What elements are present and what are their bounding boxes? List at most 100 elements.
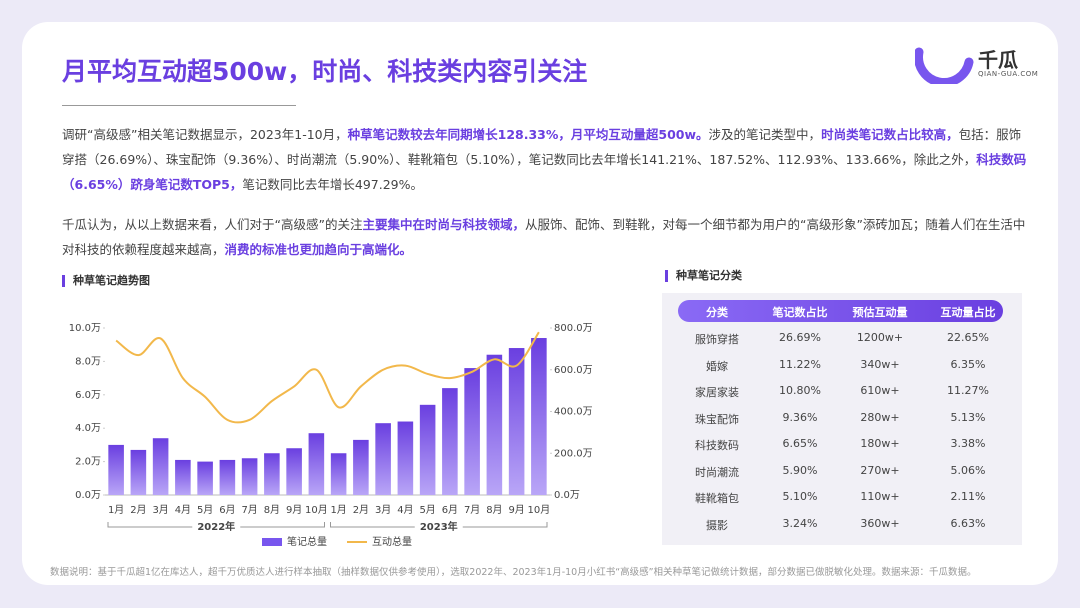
paragraph: 调研“高级感”相关笔记数据显示，2023年1-10月，种草笔记数较去年同期增长1… [62,122,1028,197]
group-label: 2023年 [420,520,458,533]
table-cell: 婚嫁 [706,359,728,373]
highlight: 时尚类笔记数占比较高， [821,127,959,142]
table-header [678,300,1003,322]
column-header: 笔记数占比 [772,306,828,319]
logo-sub: QIAN-GUA.COM [978,70,1039,78]
table-cell: 110w+ [860,490,900,503]
bar [286,448,302,495]
y2-tick-label: 200.0万 [554,448,593,459]
table-cell: 科技数码 [695,439,739,452]
bar [308,433,325,495]
legend-swatch [262,538,282,546]
table-cell: 摄影 [706,518,728,532]
table-cell: 10.80% [779,384,821,397]
x-tick-label: 4月 [175,504,191,516]
column-header: 分类 [706,306,728,319]
bar [464,368,480,495]
text-run: 包括：服饰穿搭（26.69%）、珠宝配饰（9.36%）、时尚潮流（5.90%）、… [62,127,1022,167]
y2-tick-label: 0.0万 [554,490,580,501]
legend-label: 笔记总量 [287,535,327,548]
table-cell: 家居家装 [695,386,739,399]
logo-icon [915,47,974,84]
column-header: 预估互动量 [852,306,908,319]
table-cell: 1200w+ [856,331,904,344]
bar [241,458,258,495]
y-tick-label: 10.0万 [69,323,101,334]
bar [175,459,191,495]
highlight: 消费的标准也更加趋向于高端化。 [224,242,413,257]
x-tick-label: 6月 [219,504,235,516]
x-tick-label: 9月 [508,504,524,516]
table-cell: 6.65% [782,437,818,450]
x-tick-label: 2月 [353,504,369,516]
page-title: 月平均互动超500w，时尚、科技类内容引关注 [62,57,588,86]
y-tick-label: 0.0万 [75,490,101,501]
text-run: 涉及的笔记类型中， [708,127,822,142]
highlight: 主要集中在时尚与科技领域， [362,217,525,232]
table-cell: 5.90% [782,463,818,477]
table-cell: 340w+ [860,357,900,371]
bar [130,449,147,495]
x-tick-label: 9月 [286,504,302,516]
table-cell: 5.06% [950,463,986,477]
bar [264,453,280,495]
text-run: 从服饰、配饰、到鞋靴，对每一个细节都为用户的“高级形象”添砖加瓦；随着人们在生活… [62,217,1026,257]
x-tick-label: 7月 [241,504,257,516]
highlight: 科技数码（6.65%）跻身笔记数TOP5， [62,152,1027,192]
bar [508,348,525,495]
x-tick-label: 4月 [397,504,413,516]
text-run: 千瓜认为，从以上数据来看，人们对于“高级感”的关注 [62,217,363,232]
line [115,331,540,424]
x-tick-label: 6月 [442,504,458,516]
logo-name: 千瓜 [978,48,1018,72]
x-tick-label: 7月 [464,504,480,516]
y2-tick-label: 400.0万 [554,407,593,418]
column-header: 互动量占比 [940,306,996,319]
table-cell: 2.11% [950,490,986,503]
table-cell: 3.24% [782,516,818,530]
group-label-bg [192,520,241,534]
bar [375,423,391,495]
bar [353,439,369,495]
table-cell: 6.35% [950,357,986,371]
table-cell: 鞋靴箱包 [695,492,739,505]
y2-tick-label: 800.0万 [554,323,593,334]
table-cell: 11.27% [947,384,989,397]
table-cell: 270w+ [860,463,900,477]
y-tick-label: 4.0万 [75,423,101,434]
table-cell: 360w+ [860,516,900,530]
table-cell: 180w+ [860,437,900,450]
y-tick-label: 6.0万 [75,390,101,401]
text-run: 笔记数同比去年增长497.29%。 [242,177,424,192]
group-label: 2022年 [197,520,235,533]
chart: 0.0万 2.0万 4.0万 6.0万 8.0万 10.0万 0.0万 200.0万 400.0… [69,323,593,548]
highlight: 种草笔记数较去年同期增长128.33%，月平均互动量超500w。 [347,127,709,142]
y-tick-label: 8.0万 [75,356,101,367]
table-cell: 26.69% [779,331,821,344]
bar [419,404,436,495]
legend-label: 互动总量 [372,535,412,548]
bar [108,444,124,495]
table-cell: 280w+ [860,410,900,424]
footnote: 数据说明：基于千瓜超1亿在库达人，超千万优质达人进行样本抽取（抽样数据仅供参考使… [50,567,977,578]
table-cell: 22.65% [947,331,989,344]
group-label-bg [414,520,463,534]
x-tick-label: 2月 [130,504,146,516]
table-cell: 3.38% [950,437,986,450]
title-rule [62,105,296,106]
table-title: 种草笔记分类 [665,270,742,282]
paragraph: 千瓜认为，从以上数据来看，人们对于“高级感”的关注主要集中在时尚与科技领域，从服… [62,212,1028,262]
table-cell: 6.63% [950,516,986,530]
x-tick-label: 10月 [528,504,551,516]
bar [486,354,503,495]
table-cell: 610w+ [860,384,900,397]
bar [219,459,236,495]
bar [197,461,213,495]
bar [531,338,547,495]
x-tick-label: 8月 [486,504,502,516]
table-cell: 9.36% [782,410,818,424]
x-tick-label: 3月 [375,504,391,516]
x-tick-label: 1月 [330,504,346,516]
table-cell: 服饰穿搭 [695,333,739,346]
